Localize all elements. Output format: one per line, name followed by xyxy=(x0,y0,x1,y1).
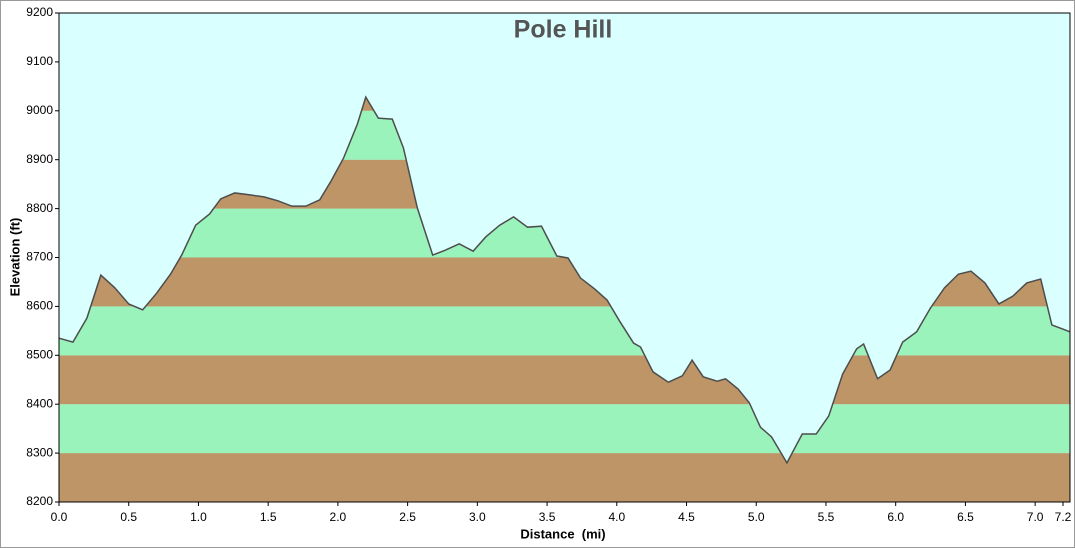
y-tick-label: 9200 xyxy=(26,5,53,19)
elevation-line xyxy=(58,95,1071,465)
x-tick-label: 3.5 xyxy=(539,510,556,524)
plot-area xyxy=(58,12,1071,503)
y-tick-label: 8300 xyxy=(26,445,53,459)
y-tick-label: 8400 xyxy=(26,396,53,410)
elevation-band xyxy=(59,355,1070,405)
y-tick-label: 8800 xyxy=(26,201,53,215)
x-axis-label: Distance (mi) xyxy=(520,526,605,541)
x-tick-label: 4.0 xyxy=(608,510,625,524)
x-tick-label: 0.0 xyxy=(51,510,68,524)
elevation-band xyxy=(59,453,1070,502)
y-tick-label: 8900 xyxy=(26,152,53,166)
x-tick-label: 2.0 xyxy=(330,510,347,524)
x-tick-label: 4.5 xyxy=(678,510,695,524)
x-tick-label: 5.0 xyxy=(748,510,765,524)
x-tick-label: 7.0 xyxy=(1027,510,1044,524)
x-tick-label: 0.5 xyxy=(120,510,137,524)
elevation-band xyxy=(59,404,1070,454)
x-tick-label: 2.5 xyxy=(399,510,416,524)
x-tick-label: 3.0 xyxy=(469,510,486,524)
x-tick-label: 6.5 xyxy=(957,510,974,524)
x-tick-label: 1.0 xyxy=(190,510,207,524)
y-axis-label: Elevation (ft) xyxy=(7,218,22,297)
x-tick-label: 1.5 xyxy=(260,510,277,524)
y-tick-label: 9100 xyxy=(26,54,53,68)
y-tick-label: 8500 xyxy=(26,347,53,361)
x-tick-label: 7.2 xyxy=(1055,510,1072,524)
chart-title: Pole Hill xyxy=(514,16,613,44)
x-tick-label: 6.0 xyxy=(887,510,904,524)
x-tick-label: 5.5 xyxy=(818,510,835,524)
y-tick-label: 8600 xyxy=(26,299,53,313)
y-tick-label: 8200 xyxy=(26,494,53,508)
y-tick-label: 9000 xyxy=(26,103,53,117)
y-tick-label: 8700 xyxy=(26,250,53,264)
